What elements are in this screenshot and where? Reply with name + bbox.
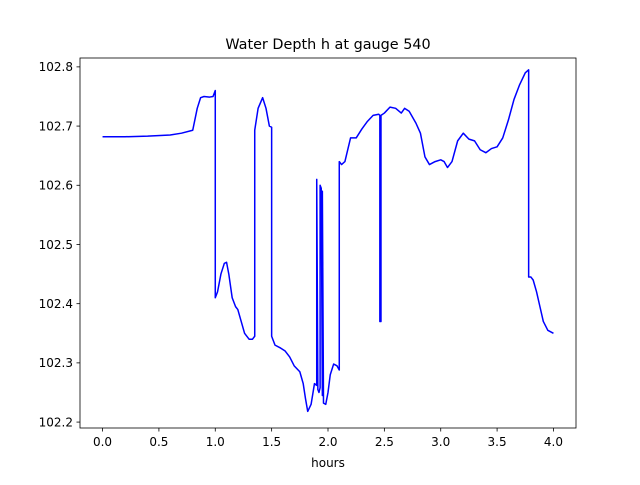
- x-tick-label: 0.5: [149, 435, 168, 449]
- chart-title: Water Depth h at gauge 540: [225, 37, 430, 53]
- series-layer: [102, 69, 554, 413]
- y-axis-ticks: 102.2 102.3 102.4 102.5 102.6 102.7 102.8: [39, 60, 80, 429]
- x-tick-label: 1.5: [262, 435, 281, 449]
- x-tick-label: 1.0: [206, 435, 225, 449]
- y-tick-label: 102.6: [39, 179, 73, 193]
- x-tick-label: 3.5: [488, 435, 507, 449]
- x-tick-label: 4.0: [544, 435, 563, 449]
- y-tick-label: 102.8: [39, 60, 73, 74]
- y-tick-label: 102.7: [39, 119, 73, 133]
- x-axis-label: hours: [311, 456, 345, 470]
- series-line-0: [102, 69, 554, 413]
- y-tick-label: 102.4: [39, 297, 73, 311]
- x-tick-label: 3.0: [431, 435, 450, 449]
- y-tick-label: 102.2: [39, 415, 73, 429]
- x-tick-label: 0.0: [93, 435, 112, 449]
- y-tick-label: 102.5: [39, 238, 73, 252]
- y-tick-label: 102.3: [39, 356, 73, 370]
- x-axis-ticks: 0.0 0.5 1.0 1.5 2.0 2.5 3.0 3.5 4.0: [93, 428, 563, 449]
- x-tick-label: 2.0: [318, 435, 337, 449]
- x-tick-label: 2.5: [375, 435, 394, 449]
